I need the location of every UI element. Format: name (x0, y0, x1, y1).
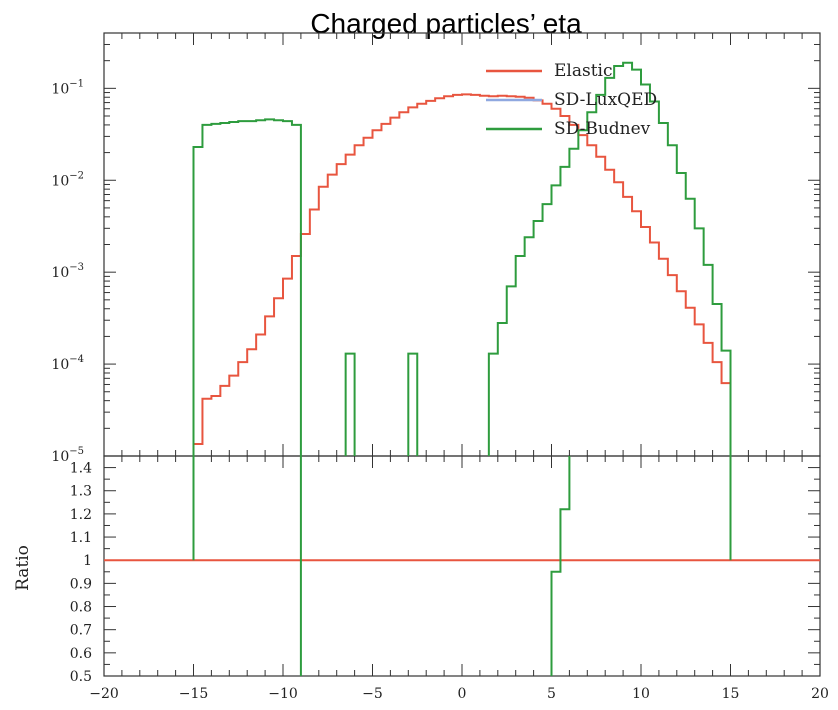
x-tick-label: −15 (179, 686, 209, 702)
chart-title: Charged particles’ eta (310, 8, 582, 39)
x-tick-label: −10 (268, 686, 298, 702)
ratio-y-tick-label: 1 (83, 553, 92, 569)
main-series-group (192, 61, 732, 456)
ratio-y-tick-label: 0.9 (70, 576, 92, 592)
legend: Elastic SD-LuxQED SD-Budnev (486, 61, 657, 139)
main-tick-marks (103, 32, 821, 457)
ratio-y-tick-label: 0.6 (70, 646, 92, 662)
x-tick-label: −5 (362, 686, 383, 702)
x-tick-label: 15 (722, 686, 740, 702)
legend-label-sd-budnev: SD-Budnev (554, 119, 651, 139)
ratio-y-tick-label: 1.2 (70, 507, 92, 523)
ratio-y-tick-label: 1.4 (70, 461, 92, 477)
ratio-y-tick-label: 1.3 (70, 484, 92, 500)
ratio-series-group (104, 456, 820, 676)
ratio-y-tick-label: 0.8 (70, 600, 92, 616)
legend-label-elastic: Elastic (554, 61, 613, 81)
series-line-sd-budnev (192, 61, 732, 456)
main-y-tick-label: 10−5 (51, 446, 84, 465)
x-tick-label: 5 (547, 686, 556, 702)
series-line-elastic (192, 93, 732, 456)
ratio-y-tick-labels: 0.5 0.6 0.7 0.8 0.9 1 1.1 1.2 1.3 1.4 (70, 461, 92, 685)
ratio-y-axis-label: Ratio (13, 545, 33, 591)
ratio-plot-frame (103, 455, 821, 677)
x-tick-labels: −20 −15 −10 −5 0 5 10 15 20 (89, 686, 829, 702)
ratio-tick-marks (103, 455, 821, 677)
x-tick-label: 0 (458, 686, 467, 702)
main-y-tick-label: 10−1 (51, 78, 84, 97)
x-tick-label: 10 (632, 686, 650, 702)
x-tick-label: 20 (811, 686, 829, 702)
main-y-tick-label: 10−2 (51, 170, 84, 189)
ratio-y-tick-label: 1.1 (70, 530, 92, 546)
main-y-tick-label: 10−3 (51, 262, 84, 281)
main-y-tick-labels: 10−1 10−2 10−3 10−4 10−5 (51, 78, 84, 465)
ratio-segment-sd-budnev (550, 456, 571, 676)
x-tick-label: −20 (89, 686, 119, 702)
legend-label-sd-luxqed: SD-LuxQED (554, 90, 657, 110)
main-y-tick-label: 10−4 (51, 354, 84, 373)
ratio-y-tick-label: 0.5 (70, 669, 92, 685)
main-plot-frame (103, 32, 821, 457)
ratio-y-tick-label: 0.7 (70, 623, 92, 639)
